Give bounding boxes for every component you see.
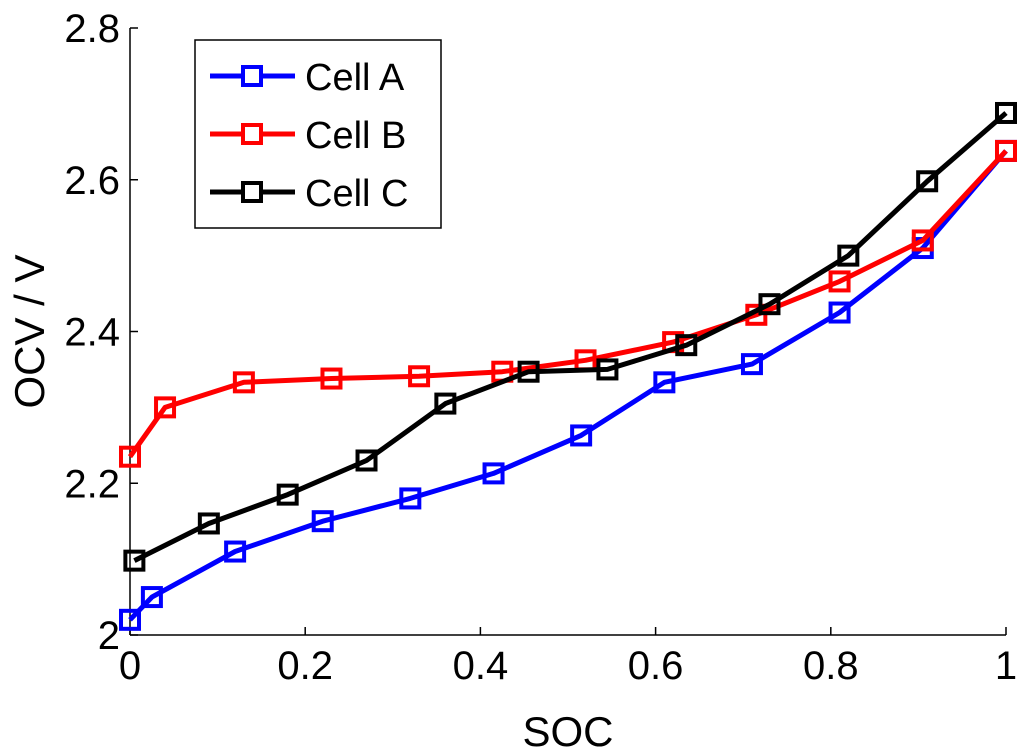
x-tick-label: 0.6 <box>628 644 684 688</box>
data-point-marker <box>399 487 422 510</box>
data-point-marker <box>911 229 934 252</box>
x-tick-label: 0.2 <box>277 644 333 688</box>
legend-swatch-marker <box>241 123 263 145</box>
data-point-marker <box>758 293 781 316</box>
legend-swatch-marker <box>241 181 263 203</box>
series-cell-a <box>119 139 1017 631</box>
series-cell-b <box>119 139 1017 468</box>
legend-item: Cell B <box>210 115 406 157</box>
legend-label: Cell A <box>305 57 405 99</box>
data-point-marker <box>828 270 851 293</box>
data-point-marker <box>675 334 698 357</box>
legend-swatch-marker <box>241 65 263 87</box>
legend-label: Cell B <box>305 115 406 157</box>
data-point-marker <box>995 101 1017 124</box>
data-point-marker <box>995 139 1017 162</box>
data-point-marker <box>653 371 676 394</box>
x-tick-label: 0.4 <box>453 644 509 688</box>
legend-label: Cell C <box>305 173 408 215</box>
data-point-marker <box>224 540 247 563</box>
x-tick-label: 0 <box>119 644 141 688</box>
data-point-marker <box>355 449 378 472</box>
series-cell-c <box>123 101 1017 572</box>
series-line <box>127 149 1008 459</box>
y-tick-label: 2.6 <box>64 159 120 203</box>
data-point-marker <box>916 170 939 193</box>
data-point-marker <box>837 244 860 267</box>
x-tick-label: 0.8 <box>803 644 859 688</box>
data-point-marker <box>408 365 431 388</box>
x-axis-title: SOC <box>522 708 613 754</box>
series-line <box>128 149 1008 622</box>
data-point-marker <box>574 349 597 372</box>
data-point-marker <box>828 301 851 324</box>
data-point-marker <box>154 396 177 419</box>
legend: Cell A Cell B Cell C <box>194 39 442 229</box>
data-point-marker <box>197 512 220 535</box>
data-point-marker <box>276 483 299 506</box>
data-point-marker <box>517 360 540 383</box>
data-point-marker <box>119 608 141 631</box>
legend-item: Cell A <box>210 57 405 99</box>
y-tick-label: 2.8 <box>64 7 120 51</box>
data-point-marker <box>740 353 763 376</box>
y-tick-label: 2.2 <box>64 462 120 506</box>
y-tick-label: 2 <box>98 614 120 658</box>
data-point-marker <box>123 549 146 572</box>
x-tick-label: 1 <box>995 644 1017 688</box>
data-point-marker <box>311 510 334 533</box>
data-point-marker <box>570 424 593 447</box>
y-tick-label: 2.4 <box>64 311 120 355</box>
axes: 0 0.2 0.4 0.6 0.8 1 2 2.2 2.4 2.6 2.8 <box>64 7 1017 688</box>
series-layer <box>119 101 1017 631</box>
legend-item: Cell C <box>210 173 408 215</box>
data-point-marker <box>140 586 163 609</box>
data-point-marker <box>482 462 505 485</box>
data-point-marker <box>320 367 343 390</box>
data-point-marker <box>596 358 619 381</box>
data-point-marker <box>119 445 141 468</box>
data-point-marker <box>232 371 255 394</box>
series-line <box>133 111 1008 563</box>
y-axis-title: OCV / V <box>6 254 53 408</box>
data-point-marker <box>434 392 457 415</box>
